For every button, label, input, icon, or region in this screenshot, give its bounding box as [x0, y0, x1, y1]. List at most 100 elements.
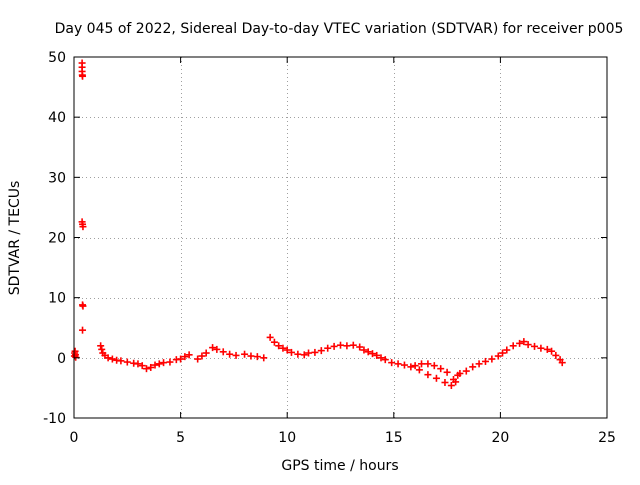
data-point: [499, 349, 507, 357]
data-point: [360, 346, 368, 354]
chart-title: Day 045 of 2022, Sidereal Day-to-day VTE…: [55, 21, 624, 37]
data-point: [437, 365, 445, 373]
data-point: [400, 361, 408, 369]
data-point: [194, 355, 202, 363]
data-point: [394, 360, 402, 368]
data-point: [364, 348, 372, 356]
data-point: [349, 341, 357, 349]
data-point: [213, 345, 221, 353]
data-point: [266, 333, 274, 341]
data-point: [447, 382, 455, 390]
data-point: [198, 352, 206, 360]
data-point: [452, 378, 460, 386]
data-point: [531, 342, 539, 350]
y-tick-label: 40: [48, 110, 66, 126]
data-point: [117, 357, 125, 365]
data-point: [424, 371, 432, 379]
data-point: [343, 342, 351, 350]
data-point: [253, 353, 261, 361]
data-point: [418, 360, 426, 368]
x-tick-label: 25: [598, 430, 616, 446]
x-tick-label: 0: [70, 430, 79, 446]
data-point: [330, 342, 338, 350]
data-point: [317, 347, 325, 355]
data-point: [337, 341, 344, 349]
data-point: [524, 341, 532, 349]
data-points: [70, 59, 566, 390]
y-tick-label: 10: [48, 291, 66, 307]
data-point: [415, 366, 423, 374]
data-point: [123, 358, 131, 366]
data-point: [134, 360, 142, 368]
data-point: [373, 351, 381, 359]
y-tick-label: 0: [57, 351, 66, 367]
x-tick-label: 10: [278, 430, 296, 446]
data-point: [209, 344, 217, 352]
data-point: [381, 356, 389, 364]
data-point: [283, 346, 291, 354]
data-point: [185, 351, 193, 359]
data-point: [279, 344, 287, 352]
data-point: [147, 363, 155, 371]
data-point: [247, 352, 255, 360]
data-point: [407, 363, 415, 371]
data-point: [79, 326, 87, 334]
data-point: [475, 360, 483, 368]
data-point: [181, 353, 189, 361]
data-point: [79, 302, 87, 310]
data-point: [368, 350, 376, 358]
data-point: [98, 345, 106, 353]
y-tick-label: 30: [48, 170, 66, 186]
data-point: [552, 351, 560, 359]
data-point: [462, 367, 470, 375]
data-point: [72, 353, 80, 361]
data-point: [411, 362, 419, 370]
data-point: [543, 345, 551, 353]
data-point: [456, 369, 464, 377]
data-point: [226, 350, 234, 358]
data-point: [151, 361, 159, 369]
y-axis-label: SDTVAR / TECUs: [7, 181, 23, 296]
data-point: [324, 344, 332, 352]
x-tick-label: 5: [176, 430, 185, 446]
x-tick-label: 15: [385, 430, 403, 446]
data-point: [79, 72, 87, 80]
data-point: [516, 339, 524, 347]
y-tick-label: 20: [48, 231, 66, 247]
data-point: [142, 365, 150, 373]
data-point: [108, 355, 116, 363]
data-point: [488, 355, 496, 363]
data-point: [305, 349, 313, 357]
data-point: [443, 368, 451, 376]
data-point: [432, 374, 440, 382]
data-point: [287, 348, 295, 356]
x-axis-label: GPS time / hours: [281, 458, 398, 474]
data-point: [219, 348, 227, 356]
data-point: [469, 363, 477, 371]
data-point: [155, 360, 163, 368]
x-tick-label: 20: [491, 430, 509, 446]
data-point: [177, 355, 185, 363]
data-point: [104, 354, 112, 362]
data-point: [232, 351, 240, 359]
data-point: [481, 357, 489, 365]
data-point: [520, 338, 528, 346]
data-point: [441, 379, 449, 387]
data-point: [294, 350, 302, 358]
data-point: [509, 342, 517, 350]
y-tick-label: -10: [43, 411, 66, 427]
grid-lines: [74, 57, 607, 418]
data-point: [377, 354, 385, 362]
data-point: [138, 362, 146, 370]
data-point: [97, 342, 105, 350]
data-point: [300, 351, 308, 359]
data-point: [270, 338, 278, 346]
data-point: [275, 342, 283, 350]
data-point: [79, 223, 87, 231]
data-point: [166, 358, 174, 366]
data-point: [388, 359, 396, 367]
